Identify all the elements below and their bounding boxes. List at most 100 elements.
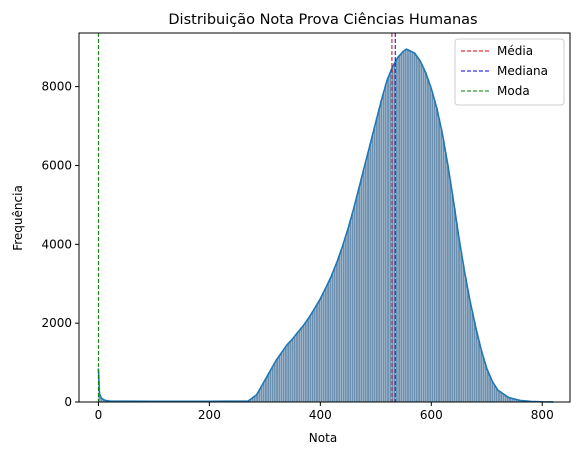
histogram-bar: [477, 340, 481, 403]
histogram-bar: [382, 92, 385, 403]
histogram-bar: [320, 296, 323, 403]
histogram-bar: [335, 261, 339, 403]
histogram-bar: [459, 251, 463, 403]
x-tick-label: 200: [198, 408, 221, 422]
histogram-bar: [329, 278, 332, 403]
histogram-bar: [433, 100, 436, 403]
histogram-bar: [464, 277, 467, 403]
x-axis-label: Nota: [309, 431, 337, 445]
histogram-bar: [306, 318, 310, 403]
histogram-bar: [366, 152, 370, 403]
histogram-bar: [286, 343, 290, 403]
histogram-bar: [302, 324, 305, 403]
histogram-bar: [402, 50, 405, 403]
histogram-bar: [309, 315, 312, 403]
histogram-bar: [269, 370, 272, 403]
histogram-bar: [400, 53, 403, 403]
histogram-bar: [364, 160, 368, 403]
histogram-bar: [282, 349, 286, 403]
histogram-bar: [455, 223, 459, 403]
histogram-bar: [289, 341, 292, 403]
histogram-bar: [471, 311, 474, 403]
histogram-bar: [437, 118, 441, 403]
histogram-bar: [462, 265, 465, 403]
histogram-bar: [304, 321, 308, 403]
legend-entry-label: Moda: [497, 84, 530, 98]
histogram-bar: [357, 186, 361, 403]
histogram-bar: [322, 291, 325, 403]
kde-curve: [97, 48, 554, 403]
y-tick-label: 4000: [41, 237, 72, 251]
histogram-bar: [406, 49, 410, 403]
histogram-bar: [271, 366, 274, 403]
histogram-bar: [362, 169, 365, 403]
histogram-bar: [473, 321, 476, 403]
histogram-bar: [377, 108, 381, 403]
histogram-bar: [484, 364, 487, 403]
legend: Média Mediana Moda: [454, 38, 565, 106]
histogram-bar: [277, 355, 281, 403]
y-tick-label: 6000: [41, 158, 72, 172]
chart-title: Distribuição Nota Prova Ciências Humanas: [168, 12, 477, 28]
histogram-bar: [324, 287, 328, 403]
histogram-bar: [273, 362, 277, 403]
histogram-bar: [291, 338, 294, 403]
y-tick-label: 8000: [41, 80, 72, 94]
histogram-bar: [266, 374, 270, 403]
histogram-bar: [446, 165, 450, 403]
histogram-bar: [482, 357, 485, 403]
histogram-bar: [284, 346, 288, 403]
legend-box: [454, 38, 565, 106]
histogram-bar: [417, 59, 421, 403]
histogram-bar: [331, 272, 334, 403]
legend-entry-label: Média: [497, 44, 533, 58]
histogram-bar: [293, 335, 297, 403]
histogram-bar: [479, 349, 483, 403]
x-tick-label: 400: [309, 408, 332, 422]
histogram-bar: [351, 212, 354, 403]
y-axis-label: Frequência: [11, 185, 25, 251]
histogram-bar: [380, 100, 383, 403]
histogram-bar: [466, 289, 470, 403]
histogram-bar: [435, 108, 439, 403]
histogram-bar: [313, 307, 317, 403]
histogram-bar: [448, 179, 452, 403]
plot-frame: [78, 32, 571, 403]
histogram-bar: [297, 330, 301, 403]
histogram-bar: [300, 327, 303, 403]
histogram-bar: [295, 333, 299, 403]
histogram-bar: [426, 78, 430, 403]
histogram-bar: [344, 235, 348, 403]
histogram-bar: [368, 143, 372, 403]
x-tick-label: 0: [95, 408, 103, 422]
histogram-bar: [397, 55, 401, 403]
histogram-bar: [315, 304, 319, 403]
histogram-bar: [317, 300, 321, 403]
histogram-bar: [342, 242, 345, 403]
histogram-bar: [355, 195, 359, 403]
histogram-bar: [371, 134, 374, 403]
legend-entry-label: Mediana: [497, 64, 548, 78]
x-tick-label: 600: [420, 408, 443, 422]
histogram-bar: [353, 204, 357, 403]
histogram-bar: [360, 178, 363, 403]
histogram-bar: [442, 140, 445, 403]
histogram-bar: [408, 50, 412, 403]
histogram-bar: [373, 126, 376, 403]
y-tick-label: 2000: [41, 316, 72, 330]
histogram-bar: [340, 249, 343, 403]
histogram-bar: [395, 58, 399, 403]
histogram-bar: [444, 152, 448, 403]
histogram-bar: [386, 77, 390, 403]
histogram-bar: [337, 255, 341, 403]
histogram-bar: [424, 72, 428, 403]
histogram-bar: [404, 49, 408, 403]
histogram-bar: [422, 67, 425, 403]
histogram-bar: [346, 228, 350, 403]
y-tick-label: 0: [64, 395, 72, 409]
x-tick-label: 800: [531, 408, 554, 422]
histogram-bar: [388, 72, 392, 403]
histogram-bar: [413, 52, 416, 403]
